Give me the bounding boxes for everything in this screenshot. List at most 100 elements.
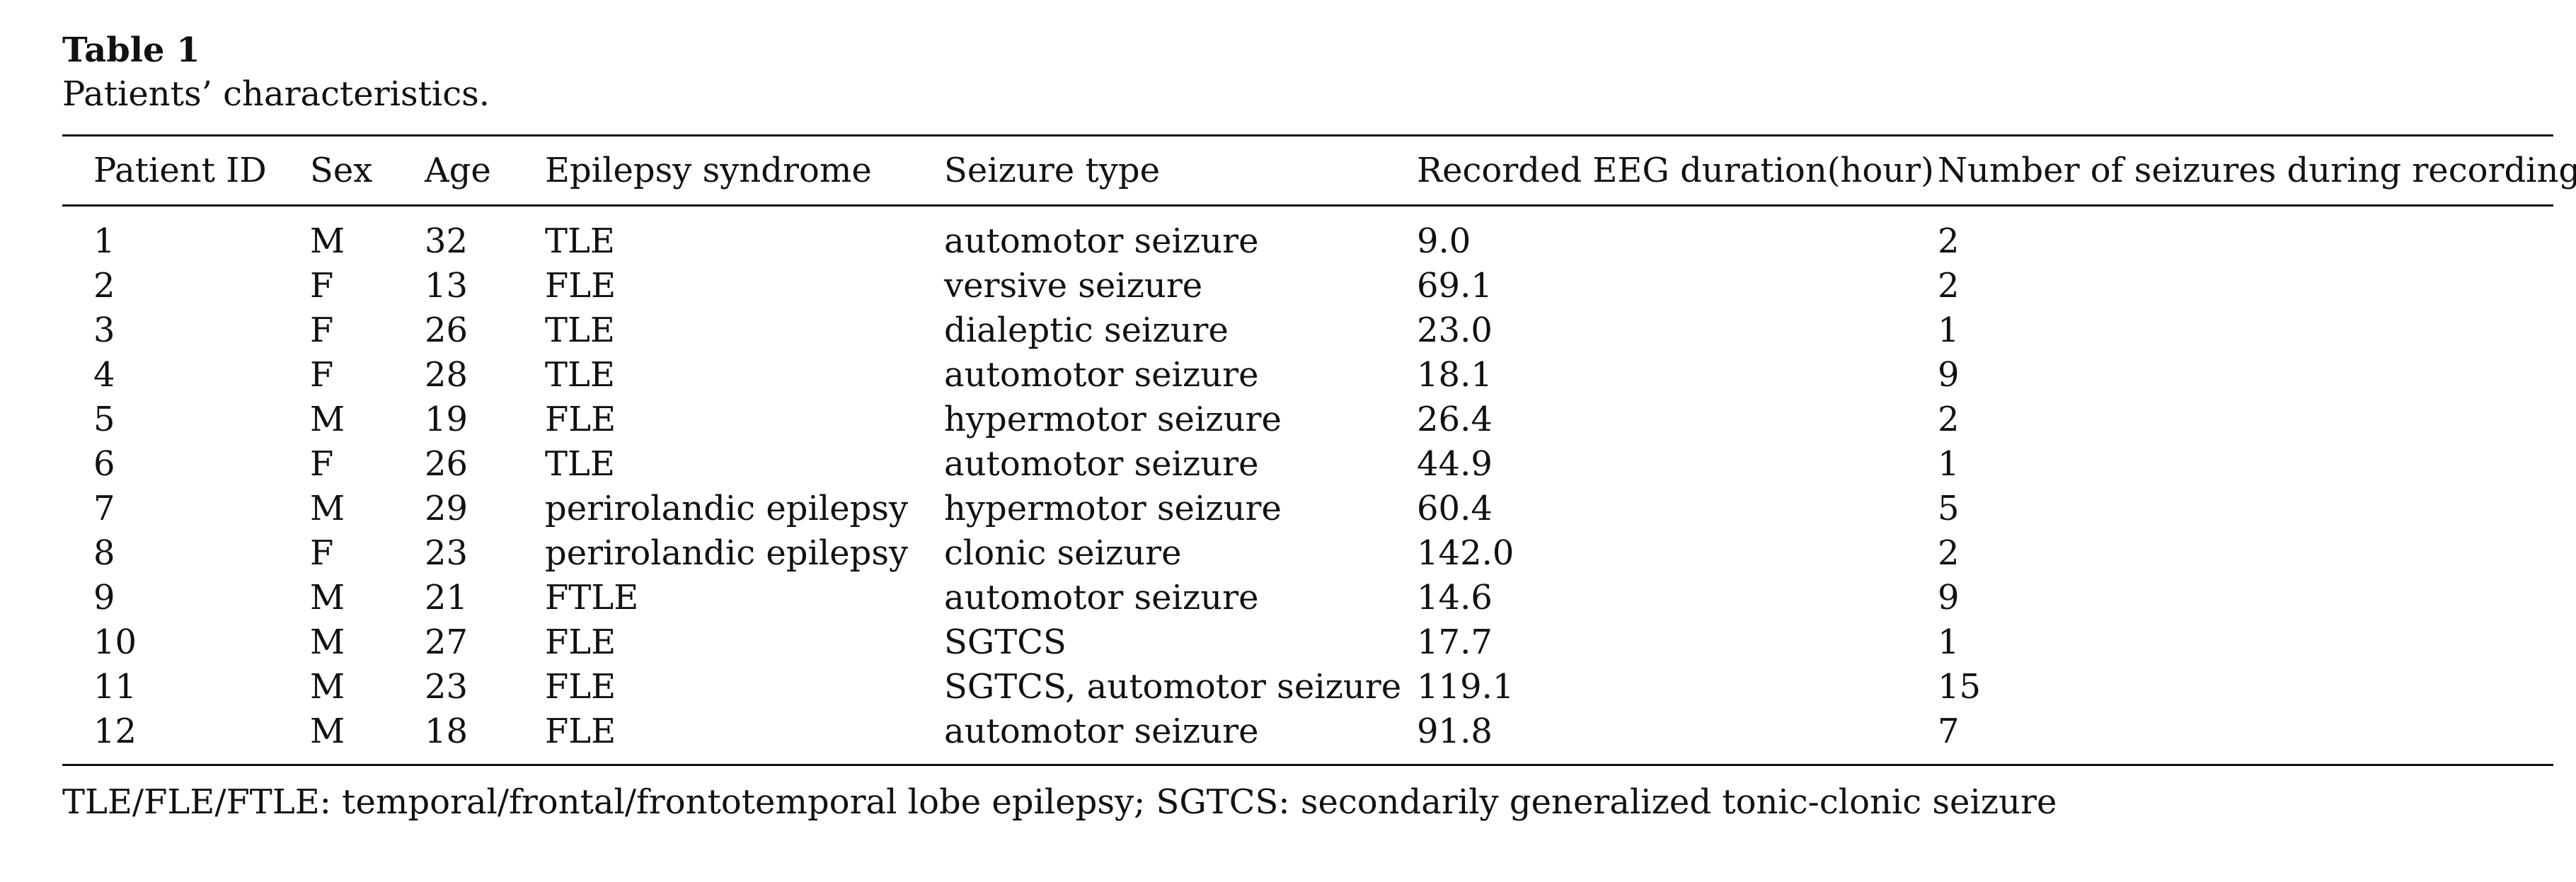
age-cell: 23 bbox=[425, 533, 468, 573]
age-cell: 13 bbox=[425, 266, 468, 306]
epilepsy-syndrome-cell: TLE bbox=[545, 355, 615, 395]
seizure-type-cell: clonic seizure bbox=[944, 533, 1182, 573]
patient-id-cell: 3 bbox=[93, 311, 115, 350]
table-footnote: TLE/FLE/FTLE: temporal/frontal/frontotem… bbox=[62, 782, 2057, 822]
epilepsy-syndrome-cell: TLE bbox=[545, 221, 615, 261]
eeg-duration-cell: 142.0 bbox=[1417, 533, 1514, 573]
age-cell: 19 bbox=[425, 400, 468, 439]
table-row: 6 F 26 TLE automotor seizure 44.9 1 bbox=[62, 442, 2553, 487]
table-row: 1 M 32 TLE automotor seizure 9.0 2 bbox=[62, 206, 2553, 265]
age-cell: 29 bbox=[425, 489, 468, 528]
table-header: Patient ID Sex Age Epilepsy syndrome Sei… bbox=[62, 134, 2576, 207]
table-row: 2 F 13 FLE versive seizure 69.1 2 bbox=[62, 264, 2553, 308]
table-row: 12 M 18 FLE automotor seizure 91.8 7 bbox=[62, 709, 2553, 766]
table-row: 4 F 28 TLE automotor seizure 18.1 9 bbox=[62, 353, 2553, 398]
table-row: 11 M 23 FLE SGTCS, automotor seizure 119.1 15 bbox=[62, 665, 2553, 709]
seizure-count-cell: 7 bbox=[1938, 709, 2553, 766]
sex-cell: M bbox=[310, 221, 345, 261]
seizure-count-cell: 5 bbox=[1938, 489, 1960, 528]
table-row: 8 F 23 perirolandic epilepsy clonic seizure 1… bbox=[62, 531, 2553, 576]
sex-cell: M bbox=[310, 400, 345, 439]
patient-id-cell: 9 bbox=[93, 578, 115, 617]
column-header-eeg-duration: Recorded EEG duration(hour) bbox=[1417, 134, 1938, 207]
seizure-count-cell: 15 bbox=[1938, 667, 1982, 707]
patient-id-cell: 11 bbox=[93, 667, 137, 707]
seizure-count-cell: 2 bbox=[1938, 400, 1960, 439]
sex-cell: M bbox=[310, 578, 345, 617]
seizure-type-cell: automotor seizure bbox=[944, 355, 1259, 395]
table-row: 7 M 29 perirolandic epilepsy hypermotor seiz… bbox=[62, 487, 2553, 531]
header-row: Patient ID Sex Age Epilepsy syndrome Sei… bbox=[62, 134, 2576, 207]
patient-id-cell: 2 bbox=[93, 266, 115, 306]
seizure-type-cell: automotor seizure bbox=[944, 221, 1259, 261]
epilepsy-syndrome-cell: perirolandic epilepsy bbox=[545, 533, 909, 573]
column-header-sex: Sex bbox=[310, 134, 425, 207]
seizure-type-cell: automotor seizure bbox=[944, 709, 1417, 766]
patient-id-cell: 10 bbox=[93, 622, 137, 662]
epilepsy-syndrome-cell: FLE bbox=[545, 400, 616, 439]
age-cell: 18 bbox=[425, 709, 545, 766]
patients-table: Patient ID Sex Age Epilepsy syndrome Sei… bbox=[62, 134, 2576, 766]
epilepsy-syndrome-cell: FLE bbox=[545, 709, 944, 766]
epilepsy-syndrome-cell: TLE bbox=[545, 444, 615, 484]
patient-id-cell: 7 bbox=[93, 489, 115, 528]
eeg-duration-cell: 18.1 bbox=[1417, 355, 1493, 395]
column-header-epilepsy-syndrome: Epilepsy syndrome bbox=[545, 134, 944, 207]
seizure-type-cell: automotor seizure bbox=[944, 444, 1259, 484]
epilepsy-syndrome-cell: TLE bbox=[545, 311, 615, 350]
age-cell: 27 bbox=[425, 622, 468, 662]
seizure-type-cell: versive seizure bbox=[944, 266, 1203, 306]
sex-cell: F bbox=[310, 444, 334, 484]
eeg-duration-cell: 91.8 bbox=[1417, 709, 1938, 766]
epilepsy-syndrome-cell: perirolandic epilepsy bbox=[545, 489, 909, 528]
seizure-count-cell: 1 bbox=[1938, 622, 1960, 662]
eeg-duration-cell: 44.9 bbox=[1417, 444, 1493, 484]
seizure-count-cell: 9 bbox=[1938, 578, 1960, 617]
seizure-count-cell: 9 bbox=[1938, 355, 1960, 395]
eeg-duration-cell: 9.0 bbox=[1417, 221, 1471, 261]
table-row: 5 M 19 FLE hypermotor seizure 26.4 2 bbox=[62, 398, 2553, 442]
patient-id-cell: 1 bbox=[93, 221, 115, 261]
sex-cell: F bbox=[310, 266, 334, 306]
age-cell: 21 bbox=[425, 578, 468, 617]
eeg-duration-cell: 14.6 bbox=[1417, 578, 1493, 617]
epilepsy-syndrome-cell: FLE bbox=[545, 622, 616, 662]
seizure-type-cell: hypermotor seizure bbox=[944, 400, 1282, 439]
seizure-type-cell: automotor seizure bbox=[944, 578, 1259, 617]
seizure-type-cell: hypermotor seizure bbox=[944, 489, 1282, 528]
table-label: Table 1 bbox=[62, 30, 200, 70]
table-container: Table 1 Patients’ characteristics. Patie… bbox=[62, 28, 2576, 824]
sex-cell: M bbox=[310, 622, 345, 662]
sex-cell: M bbox=[310, 489, 345, 528]
eeg-duration-cell: 60.4 bbox=[1417, 489, 1493, 528]
table-caption: Patients’ characteristics. bbox=[62, 74, 490, 114]
age-cell: 32 bbox=[425, 221, 468, 261]
sex-cell: M bbox=[310, 667, 345, 707]
age-cell: 23 bbox=[425, 667, 468, 707]
seizure-type-cell: SGTCS bbox=[944, 622, 1066, 662]
table-row: 9 M 21 FTLE automotor seizure 14.6 9 bbox=[62, 576, 2553, 620]
table-body: 1 M 32 TLE automotor seizure 9.0 2 2 F 13 FLE versi… bbox=[62, 206, 2553, 766]
sex-cell: F bbox=[310, 311, 334, 350]
eeg-duration-cell: 17.7 bbox=[1417, 622, 1493, 662]
patient-id-cell: 4 bbox=[93, 355, 115, 395]
seizure-count-cell: 2 bbox=[1938, 266, 1960, 306]
sex-cell: F bbox=[310, 533, 334, 573]
age-cell: 26 bbox=[425, 311, 468, 350]
epilepsy-syndrome-cell: FLE bbox=[545, 667, 616, 707]
table-row: 3 F 26 TLE dialeptic seizure 23.0 1 bbox=[62, 308, 2553, 353]
seizure-type-cell: SGTCS, automotor seizure bbox=[944, 667, 1402, 707]
seizure-count-cell: 1 bbox=[1938, 311, 1960, 350]
eeg-duration-cell: 69.1 bbox=[1417, 266, 1493, 306]
seizure-count-cell: 1 bbox=[1938, 444, 1960, 484]
seizure-count-cell: 2 bbox=[1938, 221, 1960, 261]
patient-id-cell: 12 bbox=[62, 709, 310, 766]
column-header-patient-id: Patient ID bbox=[62, 134, 310, 207]
epilepsy-syndrome-cell: FTLE bbox=[545, 578, 639, 617]
patient-id-cell: 6 bbox=[93, 444, 115, 484]
epilepsy-syndrome-cell: FLE bbox=[545, 266, 616, 306]
table-row: 10 M 27 FLE SGTCS 17.7 1 bbox=[62, 620, 2553, 665]
sex-cell: F bbox=[310, 355, 334, 395]
column-header-seizure-type: Seizure type bbox=[944, 134, 1417, 207]
age-cell: 26 bbox=[425, 444, 468, 484]
